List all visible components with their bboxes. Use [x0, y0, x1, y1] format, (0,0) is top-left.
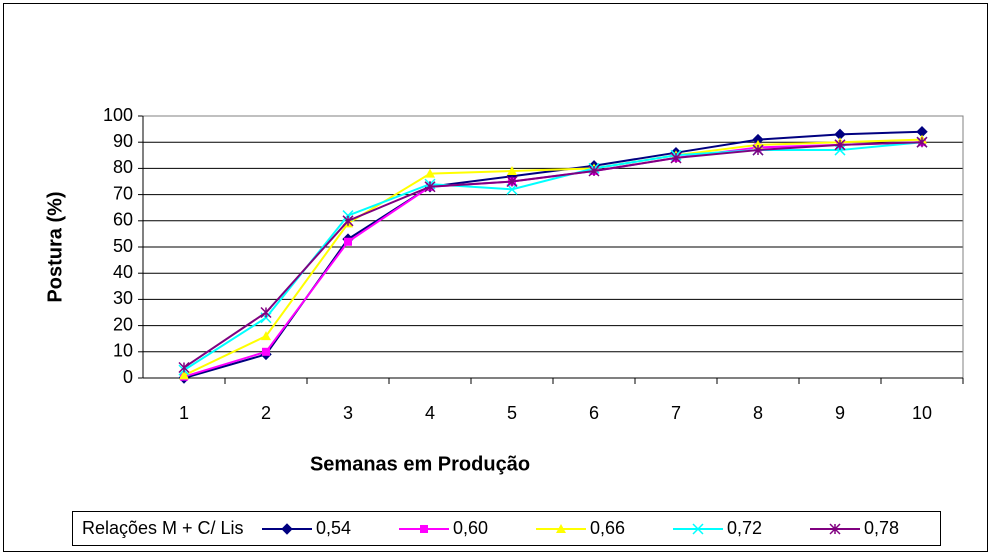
y-tick-label: 100 [103, 105, 133, 125]
legend-marker [420, 525, 428, 533]
legend-label: 0,72 [727, 518, 762, 538]
legend-label: 0,60 [453, 518, 488, 538]
y-tick-label: 70 [113, 183, 133, 203]
x-tick-label: 7 [671, 403, 681, 423]
marker [262, 347, 270, 356]
legend-label: 0,66 [590, 518, 625, 538]
legend-label: 0,78 [864, 518, 899, 538]
y-tick-label: 50 [113, 236, 133, 256]
marker [342, 215, 354, 227]
y-tick-label: 20 [113, 314, 133, 334]
x-tick-label: 9 [835, 403, 845, 423]
marker [178, 361, 190, 374]
marker [261, 331, 271, 341]
legend-title: Relações M + C/ Lis [82, 518, 244, 538]
legend-marker [692, 523, 704, 535]
x-tick-label: 4 [425, 403, 435, 423]
marker [506, 183, 518, 195]
marker [424, 181, 436, 193]
legend-marker [829, 523, 841, 535]
y-tick-label: 90 [113, 131, 133, 151]
legend-label: 0,54 [316, 518, 351, 538]
x-tick-label: 2 [261, 403, 271, 423]
marker [179, 370, 189, 380]
y-tick-label: 80 [113, 157, 133, 177]
marker [506, 175, 518, 188]
legend-box [72, 511, 941, 546]
series-line [183, 141, 923, 369]
marker [670, 152, 682, 164]
y-tick-label: 0 [123, 367, 133, 387]
chart-border [3, 3, 988, 552]
marker [425, 168, 435, 178]
marker [834, 139, 846, 151]
marker [507, 166, 517, 176]
x-tick-label: 3 [343, 403, 353, 423]
y-tick-label: 30 [113, 288, 133, 308]
marker [752, 144, 764, 156]
legend-marker [556, 524, 566, 533]
series-line [183, 138, 923, 377]
y-tick-label: 10 [113, 341, 133, 361]
marker [260, 306, 272, 319]
marker [834, 144, 846, 156]
marker [588, 165, 600, 177]
x-tick-label: 10 [912, 403, 932, 423]
y-tick-label: 60 [113, 210, 133, 230]
x-tick-label: 1 [179, 403, 189, 423]
legend-marker [281, 523, 293, 535]
x-tick-label: 5 [507, 403, 517, 423]
y-tick-label: 40 [113, 262, 133, 282]
x-tick-label: 8 [753, 403, 763, 423]
x-tick-label: 6 [589, 403, 599, 423]
y-axis-label: Postura (%) [44, 191, 66, 302]
x-axis-label: Semanas em Produção [310, 453, 530, 475]
marker [916, 136, 928, 148]
marker [344, 237, 352, 246]
